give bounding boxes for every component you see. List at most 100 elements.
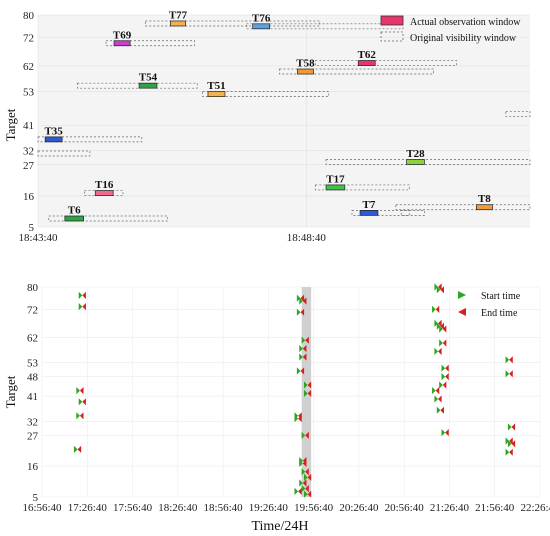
scatter-x-tick-label: 17:56:40 bbox=[113, 502, 153, 514]
scatter-x-tick-label: 21:56:40 bbox=[475, 502, 515, 514]
scatter-x-axis-title: Time/24H bbox=[251, 519, 308, 534]
gantt-y-axis-title: Target bbox=[3, 108, 18, 141]
task-label-t51: T51 bbox=[207, 80, 225, 92]
scatter-y-tick-label: 41 bbox=[27, 391, 38, 403]
end-time-marker bbox=[298, 487, 302, 495]
gantt-y-tick-label: 53 bbox=[23, 86, 35, 98]
observation-bar-t17 bbox=[325, 184, 346, 191]
end-time-marker bbox=[300, 294, 305, 302]
gantt-y-tick-label: 27 bbox=[23, 160, 35, 172]
visibility-window-t6 bbox=[48, 215, 169, 222]
start-time-marker bbox=[439, 339, 443, 347]
end-time-marker bbox=[77, 445, 82, 453]
gantt-legend: Actual observation window Original visib… bbox=[380, 15, 521, 44]
start-time-marker bbox=[436, 286, 441, 294]
start-time-marker bbox=[299, 459, 303, 467]
scatter-x-tick-label: 20:26:40 bbox=[339, 502, 379, 514]
legend-original-label: Original visibility window bbox=[410, 33, 517, 44]
gantt-y-tick-label: 62 bbox=[23, 61, 34, 73]
start-time-marker bbox=[78, 398, 83, 406]
end-time-marker bbox=[442, 325, 447, 333]
visibility-window-t28 bbox=[325, 159, 531, 165]
scatter-x-tick-label: 21:26:40 bbox=[430, 502, 470, 514]
highlight-band bbox=[301, 287, 312, 497]
end-time-marker bbox=[82, 291, 86, 299]
end-time-marker bbox=[509, 437, 513, 445]
scatter-legend: Start time End time bbox=[458, 291, 521, 319]
observation-bar-t76 bbox=[252, 23, 271, 30]
end-time-marker bbox=[307, 389, 312, 397]
start-time-marker bbox=[299, 345, 303, 353]
start-time-marker bbox=[505, 437, 510, 445]
end-time-marker bbox=[435, 305, 440, 313]
task-label-t6: T6 bbox=[68, 205, 81, 217]
end-time-marker bbox=[435, 387, 440, 395]
visibility-window bbox=[37, 150, 91, 157]
start-time-marker bbox=[434, 395, 439, 403]
observation-bar-t77 bbox=[170, 20, 186, 27]
end-time-marker bbox=[79, 387, 84, 395]
visibility-window-t62 bbox=[314, 60, 457, 66]
end-time-marker bbox=[438, 347, 442, 355]
end-time-marker bbox=[307, 473, 312, 481]
start-time-marker bbox=[78, 303, 83, 311]
end-time-marker bbox=[79, 412, 84, 420]
start-time-marker bbox=[78, 291, 83, 299]
task-label-t7: T7 bbox=[363, 199, 376, 211]
scatter-y-tick-label: 53 bbox=[27, 358, 39, 370]
visibility-window-t58 bbox=[279, 68, 434, 75]
visibility-window-t76 bbox=[246, 23, 404, 30]
start-time-marker bbox=[299, 353, 303, 361]
legend-end-marker bbox=[458, 308, 466, 316]
gantt-y-tick-label: 16 bbox=[23, 191, 35, 203]
task-label-t16: T16 bbox=[95, 179, 114, 191]
task-label-t58: T58 bbox=[296, 58, 315, 70]
start-time-marker bbox=[434, 347, 439, 355]
end-time-marker bbox=[509, 370, 513, 378]
start-time-marker bbox=[441, 429, 446, 437]
end-time-marker bbox=[302, 353, 307, 361]
start-time-marker bbox=[436, 322, 441, 330]
start-time-marker bbox=[301, 431, 306, 439]
task-label-t69: T69 bbox=[113, 29, 132, 41]
end-time-marker bbox=[445, 429, 449, 437]
end-time-marker bbox=[307, 381, 312, 389]
visibility-window-t35 bbox=[37, 136, 143, 143]
scatter-x-tick-label: 19:56:40 bbox=[294, 502, 334, 514]
gantt-y-tick-label: 80 bbox=[23, 10, 35, 22]
scatter-x-tick-label: 22:26:40 bbox=[520, 502, 550, 514]
legend-start-marker bbox=[458, 291, 466, 299]
start-time-marker bbox=[505, 370, 510, 378]
end-time-marker bbox=[302, 479, 307, 487]
end-time-marker bbox=[438, 395, 442, 403]
visibility-window bbox=[400, 210, 425, 216]
visibility-window bbox=[505, 111, 531, 117]
start-time-marker bbox=[301, 468, 306, 476]
observation-bar-t16 bbox=[94, 190, 114, 196]
task-label-t77: T77 bbox=[169, 9, 188, 21]
scatter-x-tick-label: 18:56:40 bbox=[204, 502, 244, 514]
gantt-x-tick-label: 18:43:40 bbox=[18, 232, 58, 244]
visibility-window-t51 bbox=[202, 91, 330, 97]
scatter-y-tick-label: 48 bbox=[27, 372, 39, 384]
visibility-window-t54 bbox=[77, 82, 198, 89]
start-time-marker bbox=[432, 387, 436, 395]
start-time-marker bbox=[507, 423, 512, 431]
scatter-y-tick-label: 62 bbox=[27, 332, 38, 344]
scatter-x-tick-label: 16:56:40 bbox=[22, 502, 62, 514]
start-time-marker bbox=[439, 381, 443, 389]
gantt-y-tick-label: 41 bbox=[23, 120, 34, 132]
observation-bar-t54 bbox=[138, 82, 158, 89]
scatter-y-tick-label: 80 bbox=[27, 282, 39, 294]
start-time-marker bbox=[294, 415, 299, 423]
start-time-marker bbox=[441, 364, 446, 372]
legend-actual-label: Actual observation window bbox=[410, 17, 521, 28]
end-time-marker bbox=[438, 319, 442, 327]
end-time-marker bbox=[305, 336, 309, 344]
visibility-window-t8 bbox=[395, 204, 531, 211]
start-time-marker bbox=[505, 448, 510, 456]
start-time-marker bbox=[76, 412, 80, 420]
end-time-marker bbox=[300, 308, 305, 316]
end-time-marker bbox=[511, 423, 516, 431]
observation-bar-t7 bbox=[359, 210, 379, 216]
